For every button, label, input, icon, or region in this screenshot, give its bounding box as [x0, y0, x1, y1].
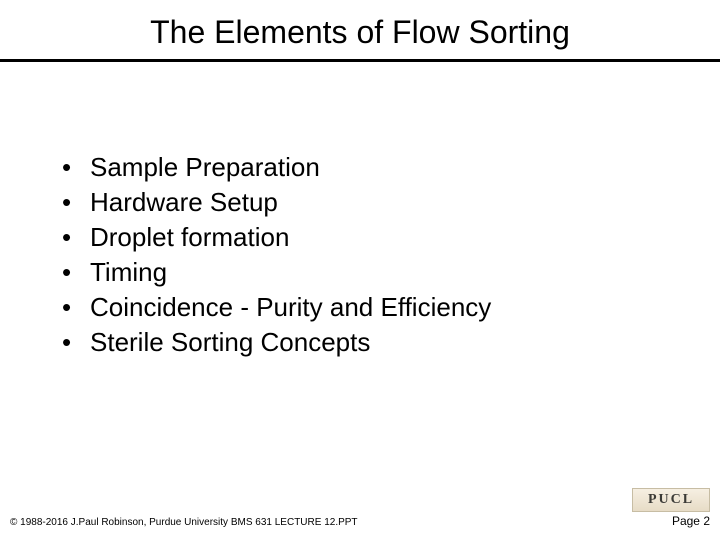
bullet-item: • Timing [60, 255, 491, 290]
title-underline [0, 59, 720, 62]
bullet-item: • Sample Preparation [60, 150, 491, 185]
bullet-item: • Sterile Sorting Concepts [60, 325, 491, 360]
bullet-item: • Coincidence - Purity and Efficiency [60, 290, 491, 325]
bullet-text: Sample Preparation [90, 150, 320, 185]
bullet-text: Timing [90, 255, 167, 290]
bullet-item: • Hardware Setup [60, 185, 491, 220]
footer-right: PUCL Page 2 [632, 488, 710, 528]
bullet-dot-icon: • [60, 185, 90, 220]
copyright-text: © 1988-2016 J.Paul Robinson, Purdue Univ… [10, 517, 358, 528]
bullet-text: Hardware Setup [90, 185, 278, 220]
bullet-text: Droplet formation [90, 220, 289, 255]
bullet-dot-icon: • [60, 150, 90, 185]
bullet-text: Coincidence - Purity and Efficiency [90, 290, 491, 325]
content-area: • Sample Preparation • Hardware Setup • … [60, 150, 491, 361]
bullet-dot-icon: • [60, 325, 90, 360]
bullet-dot-icon: • [60, 290, 90, 325]
bullet-list: • Sample Preparation • Hardware Setup • … [60, 150, 491, 361]
pucl-logo: PUCL [632, 488, 710, 512]
page-number: Page 2 [672, 514, 710, 528]
footer: © 1988-2016 J.Paul Robinson, Purdue Univ… [10, 488, 710, 528]
slide: The Elements of Flow Sorting • Sample Pr… [0, 0, 720, 540]
bullet-dot-icon: • [60, 220, 90, 255]
bullet-item: • Droplet formation [60, 220, 491, 255]
bullet-dot-icon: • [60, 255, 90, 290]
bullet-text: Sterile Sorting Concepts [90, 325, 370, 360]
slide-title: The Elements of Flow Sorting [0, 0, 720, 59]
